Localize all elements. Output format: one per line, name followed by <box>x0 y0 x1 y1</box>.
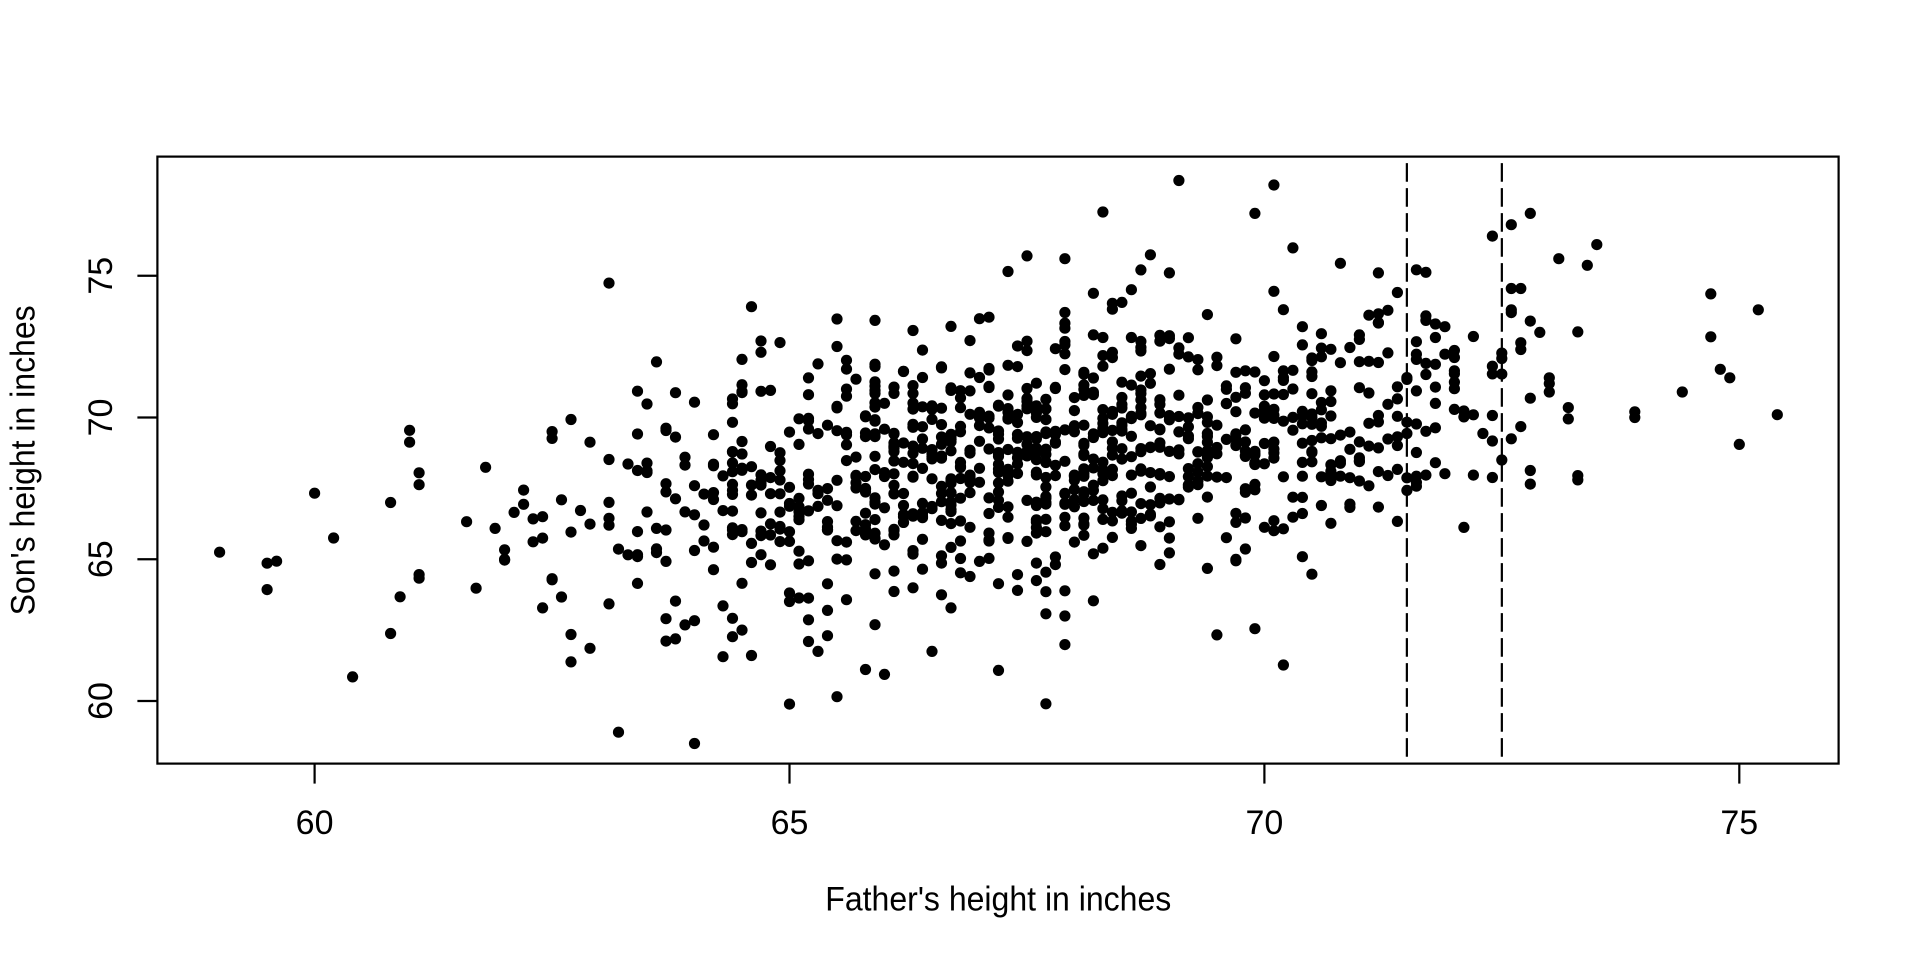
svg-text:60: 60 <box>296 804 334 842</box>
svg-text:65: 65 <box>82 540 120 578</box>
svg-text:60: 60 <box>82 682 120 720</box>
svg-text:75: 75 <box>1720 804 1758 842</box>
svg-text:Son's height in inches: Son's height in inches <box>5 305 43 615</box>
svg-text:65: 65 <box>771 804 809 842</box>
svg-text:70: 70 <box>1245 804 1283 842</box>
svg-text:Father's height in inches: Father's height in inches <box>825 880 1171 918</box>
svg-text:75: 75 <box>82 257 120 295</box>
svg-text:70: 70 <box>82 399 120 437</box>
